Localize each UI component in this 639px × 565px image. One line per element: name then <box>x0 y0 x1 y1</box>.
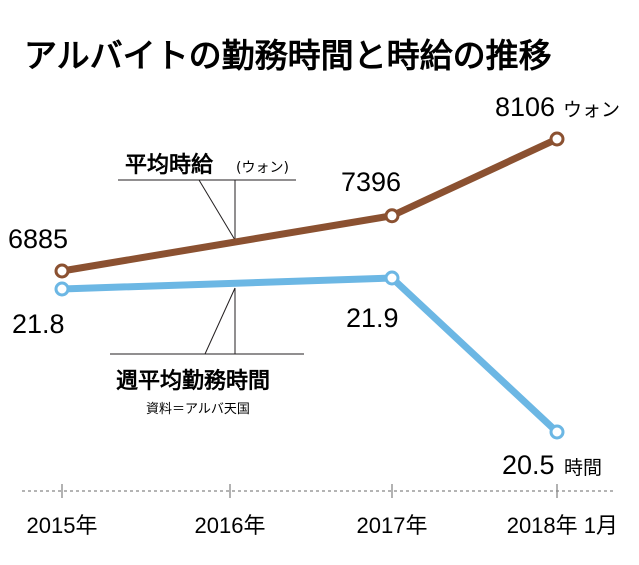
wage-label-connector <box>198 179 236 241</box>
data-label-hours-2015: 21.8 <box>12 309 65 339</box>
source-note: 資料＝アルバ天国 <box>146 402 250 417</box>
x-tick-label: 2018年 1月 <box>507 513 618 538</box>
data-label-wage-2015: 6885 <box>8 224 68 254</box>
data-label-hours-2017: 21.9 <box>346 303 399 333</box>
legend-wage-label: 平均時給 <box>125 152 214 178</box>
data-label-wage-2017: 7396 <box>341 167 401 197</box>
data-label-hours-2018: 20.5 <box>502 450 555 480</box>
data-label-wage-unit: ウォン <box>563 99 620 121</box>
data-label-wage-2018: 8106 <box>495 92 555 122</box>
wage-data-point <box>54 263 70 279</box>
wage-data-point <box>549 131 565 147</box>
data-label-hours-unit: 時間 <box>564 457 602 479</box>
legend-hours-label: 週平均勤務時間 <box>116 368 270 394</box>
hours-label-connector <box>204 287 236 355</box>
hours-data-point <box>384 270 400 286</box>
hours-data-point <box>549 424 565 440</box>
hours-series-line <box>61 274 560 435</box>
tick-layer: 2015年 2016年 2017年 2018年 1月 <box>27 484 618 538</box>
series-points <box>54 131 565 440</box>
x-tick-label: 2016年 <box>195 513 266 538</box>
x-tick-label: 2015年 <box>27 513 98 538</box>
legend-wage-unit: (ウォン) <box>236 160 289 176</box>
wage-data-point <box>384 208 400 224</box>
x-tick-label: 2017年 <box>357 513 428 538</box>
hours-data-point <box>54 281 70 297</box>
chart-title: アルバイトの勤務時間と時給の推移 <box>24 36 552 75</box>
